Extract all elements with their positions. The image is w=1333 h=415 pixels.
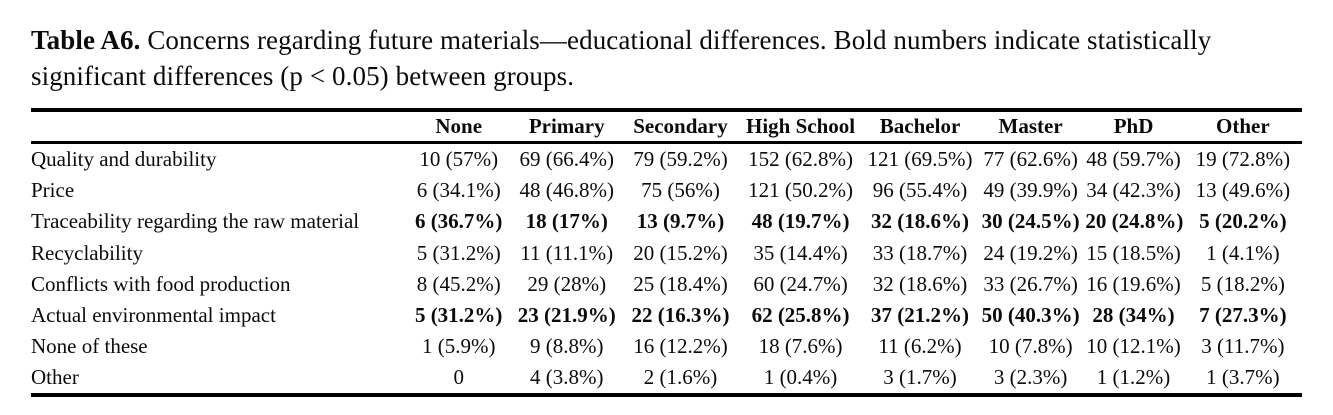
table-cell: 37 (21.2%) [871,302,970,327]
table-row: Actual environmental impact 5 (31.2%) 23… [31,300,1302,331]
table-cell: 49 (39.9%) [983,178,1078,203]
table-cell: 5 (20.2%) [1199,209,1287,234]
table-cell: 9 (8.8%) [529,333,604,358]
row-label: None of these [31,333,148,358]
table-cell: 18 (7.6%) [758,333,843,358]
table-row: Price 6 (34.1%) 48 (46.8%) 75 (56%) 121 … [31,175,1302,206]
row-label: Traceability regarding the raw material [31,209,360,234]
column-header-master: Master [977,110,1084,145]
table-cell: 25 (18.4%) [633,271,728,296]
table-row: Traceability regarding the raw material … [31,206,1302,237]
table-row: Quality and durability 10 (57%) 69 (66.4… [31,143,1302,176]
table-cell: 18 (17%) [525,209,608,234]
column-header-none: None [405,110,512,145]
table-row: None of these 1 (5.9%) 9 (8.8%) 16 (12.2… [31,331,1302,362]
column-header-phd: PhD [1083,110,1184,145]
table-cell: 11 (6.2%) [878,333,962,358]
table-cell: 60 (24.7%) [753,271,848,296]
table-cell: 23 (21.9%) [517,302,616,327]
row-label: Price [31,178,75,203]
table-cell: 121 (50.2%) [748,178,854,203]
table-cell: 8 (45.2%) [416,271,501,296]
column-header-other: Other [1183,110,1302,145]
table-cell: 62 (25.8%) [751,302,850,327]
table-cell: 5 (31.2%) [416,240,501,265]
table-cell: 33 (26.7%) [983,271,1078,296]
table-cell: 3 (1.7%) [883,365,957,390]
table-cell: 77 (62.6%) [983,147,1078,172]
row-label-header [31,110,406,145]
table-cell: 3 (11.7%) [1201,333,1285,358]
table-cell: 28 (34%) [1092,302,1175,327]
table-cell: 79 (59.2%) [633,147,728,172]
table-caption-label: Table A6. [31,25,141,55]
table-cell: 16 (12.2%) [633,333,728,358]
table-cell: 35 (14.4%) [753,240,848,265]
table-cell: 19 (72.8%) [1195,147,1291,172]
table-caption-text: Concerns regarding future materials—educ… [31,25,1212,91]
table-cell: 5 (31.2%) [414,302,503,327]
table-cell: 48 (19.7%) [751,209,850,234]
table-cell: 20 (15.2%) [633,240,728,265]
table-cell: 6 (36.7%) [414,209,503,234]
table-cell: 32 (18.6%) [871,209,970,234]
table-cell: 1 (5.9%) [421,333,496,358]
row-label: Quality and durability [31,147,217,172]
column-header-high-school: High School [738,110,863,145]
table-cell: 6 (34.1%) [416,178,501,203]
table-cell: 1 (1.2%) [1096,365,1171,390]
table-cell: 13 (9.7%) [636,209,725,234]
table-cell: 20 (24.8%) [1085,209,1184,234]
table-cell: 48 (46.8%) [519,178,614,203]
table-cell: 22 (16.3%) [631,302,730,327]
table-cell: 7 (27.3%) [1199,302,1287,327]
table-cell: 121 (69.5%) [867,147,973,172]
table-cell: 16 (19.6%) [1086,271,1181,296]
table-row: Conflicts with food production 8 (45.2%)… [31,269,1302,300]
table-cell: 69 (66.4%) [519,147,614,172]
row-label: Conflicts with food production [31,271,291,296]
table-cell: 3 (2.3%) [993,365,1068,390]
table-cell: 0 [453,365,464,390]
table-caption: Table A6. Concerns regarding future mate… [31,22,1302,94]
concerns-table: None Primary Secondary High School Bache… [31,108,1302,398]
table-cell: 10 (57%) [419,147,499,172]
table-cell: 4 (3.8%) [529,365,604,390]
paper-page: Table A6. Concerns regarding future mate… [31,22,1302,398]
row-label: Recyclability [31,240,143,265]
table-cell: 1 (0.4%) [763,365,838,390]
table-cell: 10 (12.1%) [1086,333,1181,358]
table-cell: 33 (18.7%) [872,240,968,265]
table-cell: 10 (7.8%) [988,333,1073,358]
table-cell: 96 (55.4%) [872,178,968,203]
table-cell: 1 (3.7%) [1206,365,1280,390]
table-cell: 30 (24.5%) [981,209,1080,234]
table-cell: 32 (18.6%) [872,271,968,296]
table-cell: 15 (18.5%) [1086,240,1181,265]
table-row: Other 0 4 (3.8%) 2 (1.6%) 1 (0.4%) 3 (1.… [31,362,1302,395]
table-cell: 152 (62.8%) [748,147,854,172]
column-header-primary: Primary [511,110,622,145]
table-cell: 5 (18.2%) [1200,271,1285,296]
table-cell: 34 (42.3%) [1086,178,1181,203]
row-label: Actual environmental impact [31,302,276,327]
table-cell: 11 (11.1%) [520,240,614,265]
table-cell: 24 (19.2%) [983,240,1078,265]
table-cell: 50 (40.3%) [981,302,1080,327]
table-row: Recyclability 5 (31.2%) 11 (11.1%) 20 (1… [31,238,1302,269]
table-cell: 48 (59.7%) [1086,147,1181,172]
header-row: None Primary Secondary High School Bache… [31,110,1302,145]
row-label: Other [31,365,79,390]
table-cell: 75 (56%) [641,178,720,203]
table-cell: 1 (4.1%) [1206,240,1280,265]
table-cell: 13 (49.6%) [1195,178,1291,203]
table-cell: 29 (28%) [527,271,607,296]
table-cell: 2 (1.6%) [643,365,718,390]
column-header-secondary: Secondary [622,110,739,145]
column-header-bachelor: Bachelor [862,110,978,145]
